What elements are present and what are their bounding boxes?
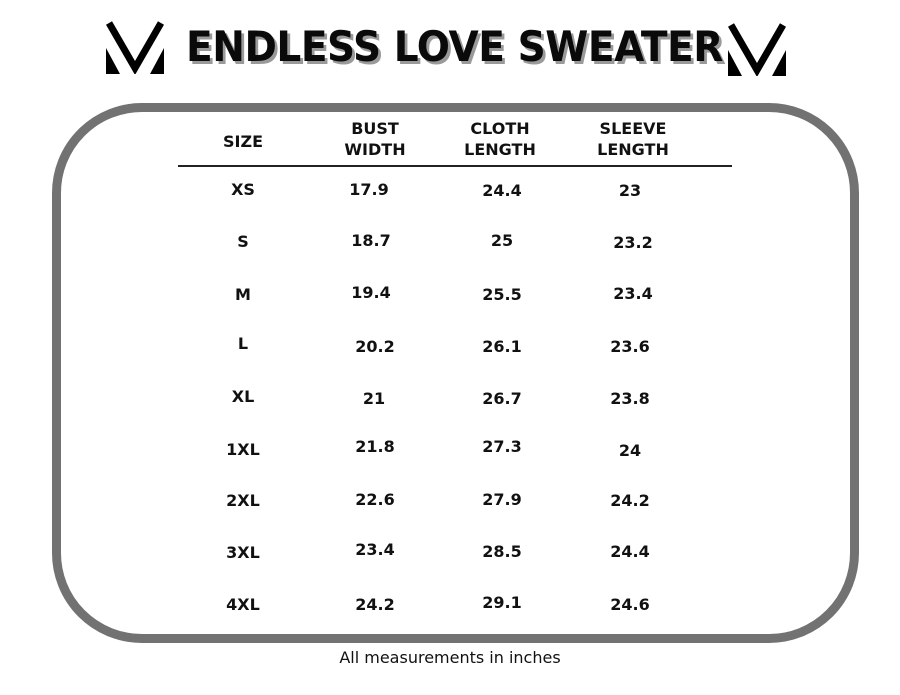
cell-cloth: 25	[490, 231, 514, 250]
cell-cloth: 27.3	[482, 437, 522, 456]
header-line2: LENGTH	[597, 140, 669, 159]
header-line2: WIDTH	[344, 140, 406, 159]
cell-sleeve: 23.6	[610, 337, 650, 356]
header-sleeve-length: SLEEVE LENGTH	[583, 118, 683, 160]
cell-bust: 24.2	[355, 595, 395, 614]
cell-sleeve: 24.2	[610, 491, 650, 510]
cell-cloth: 28.5	[482, 542, 522, 561]
header-size-label: SIZE	[222, 132, 263, 151]
cell-sleeve: 23.4	[613, 284, 653, 303]
cell-bust: 17.9	[349, 180, 389, 199]
cell-size: 2XL	[226, 491, 260, 510]
cell-sleeve: 23.8	[610, 389, 650, 408]
cell-size: S	[237, 232, 249, 251]
page-title: ENDLESS LOVE SWEATER	[186, 22, 723, 71]
cell-bust: 19.4	[351, 283, 391, 302]
cell-size: XS	[231, 180, 255, 199]
m-chevron-logo-icon	[728, 23, 786, 76]
cell-bust: 22.6	[355, 490, 395, 509]
cell-sleeve: 24.4	[610, 542, 650, 561]
title-row: ENDLESS LOVE SWEATER	[0, 0, 900, 90]
cell-cloth: 29.1	[482, 593, 522, 612]
cell-sleeve: 24.6	[610, 595, 650, 614]
cell-bust: 20.2	[355, 337, 395, 356]
cell-size: 3XL	[226, 543, 260, 562]
header-line1: SLEEVE	[599, 119, 667, 138]
cell-size: M	[235, 285, 251, 304]
header-line2: LENGTH	[464, 140, 536, 159]
cell-bust: 21	[362, 389, 386, 408]
cell-cloth: 26.7	[482, 389, 522, 408]
cell-cloth: 26.1	[482, 337, 522, 356]
header-line1: BUST	[351, 119, 399, 138]
header-divider	[178, 165, 732, 167]
cell-size: 4XL	[226, 595, 260, 614]
cell-size: XL	[231, 387, 255, 406]
cell-cloth: 27.9	[482, 490, 522, 509]
cell-size: 1XL	[226, 440, 260, 459]
header-bust-width: BUST WIDTH	[325, 118, 425, 160]
cell-sleeve: 24	[618, 441, 642, 460]
cell-bust: 23.4	[355, 540, 395, 559]
header-line1: CLOTH	[470, 119, 530, 138]
size-chart-frame	[52, 103, 859, 643]
cell-bust: 21.8	[355, 437, 395, 456]
measurement-note: All measurements in inches	[339, 648, 561, 667]
cell-sleeve: 23.2	[613, 233, 653, 252]
cell-bust: 18.7	[351, 231, 391, 250]
cell-size: L	[237, 334, 249, 353]
header-size: SIZE	[203, 131, 283, 152]
cell-cloth: 25.5	[482, 285, 522, 304]
cell-cloth: 24.4	[482, 181, 522, 200]
m-chevron-logo-icon	[106, 21, 164, 74]
cell-sleeve: 23	[618, 181, 642, 200]
header-cloth-length: CLOTH LENGTH	[450, 118, 550, 160]
